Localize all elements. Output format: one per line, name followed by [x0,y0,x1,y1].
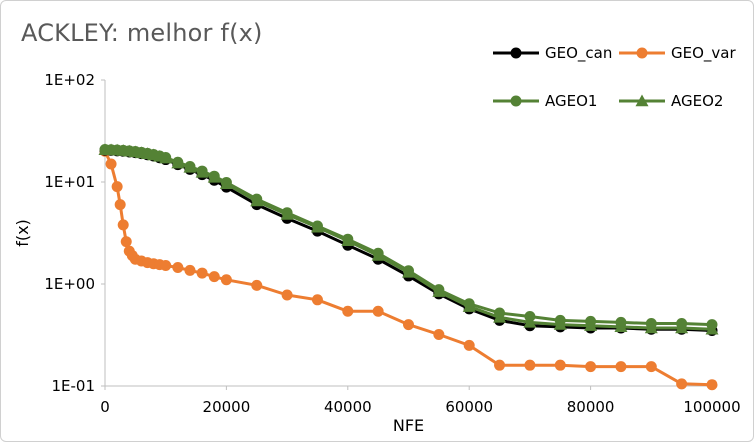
legend-label-ageo1: AGEO1 [545,92,597,110]
data-point-geo-var [342,305,354,317]
series-ageo1 [99,144,718,331]
series-geo-can [99,144,718,337]
legend-marker-geo-can [510,47,522,59]
data-point-geo-var [196,267,208,279]
data-point-geo-var [494,359,506,371]
legend-item-ageo2: AGEO2 [619,92,723,110]
data-point-geo-var [117,219,129,231]
data-point-ageo1 [220,176,232,188]
data-point-geo-var [554,359,566,371]
x-tick-label: 60000 [445,398,493,416]
data-point-ageo1 [676,317,688,329]
y-tick-label: 1E+02 [44,71,95,89]
series-line-ageo1 [104,148,713,327]
data-point-ageo1 [615,316,627,328]
data-point-geo-var [463,339,475,351]
data-point-geo-var [372,305,384,317]
data-point-ageo1 [196,165,208,177]
data-point-ageo1 [706,319,718,331]
data-point-ageo1 [433,284,445,296]
x-tick-label: 0 [100,398,110,416]
legend-marker-ageo1 [510,95,522,107]
data-point-geo-var [281,289,293,301]
data-point-geo-var [311,294,323,306]
data-point-geo-var [111,181,123,193]
legend-label-geo-can: GEO_can [545,44,612,63]
series-geo-var [99,145,718,391]
data-point-geo-var [120,236,132,248]
series-layer [98,143,719,391]
legend-item-geo-var: GEO_var [619,44,736,63]
data-point-ageo1 [645,317,657,329]
data-point-ageo1 [372,247,384,259]
data-point-geo-var [615,361,627,373]
y-tick-label: 1E+00 [44,275,95,293]
legend-marker-geo-var [636,47,648,59]
data-point-geo-var [403,319,414,331]
data-point-geo-var [433,328,445,340]
data-point-ageo1 [281,207,293,219]
y-tick-label: 1E-01 [51,377,95,395]
legend-label-ageo2: AGEO2 [671,92,723,110]
data-point-geo-var [676,378,688,390]
data-point-ageo1 [251,193,263,205]
legend-item-ageo1: AGEO1 [493,92,597,110]
data-point-geo-var [220,274,232,286]
data-point-geo-var [172,262,184,274]
x-tick-label: 40000 [324,398,372,416]
legend-item-geo-can: GEO_can [493,44,612,63]
series-line-ageo2 [104,148,713,331]
data-point-geo-var [706,379,718,391]
data-point-ageo1 [494,307,506,319]
data-point-ageo1 [184,160,196,172]
legend-label-geo-var: GEO_var [671,44,736,63]
y-tick-label: 1E+01 [44,173,95,191]
data-point-geo-var [105,158,117,170]
data-point-ageo1 [463,298,475,310]
axes: 1E+02 1E+01 1E+00 1E-01 0 20000 40000 60000 8000… [13,71,741,435]
data-point-ageo1 [160,151,172,163]
chart-title: ACKLEY: melhor f(x) [21,19,263,47]
data-point-ageo1 [172,156,184,168]
x-tick-label: 20000 [203,398,251,416]
x-axis-title: NFE [393,416,424,435]
data-point-geo-var [524,359,536,371]
data-point-ageo1 [342,233,354,245]
data-point-geo-var [114,199,126,211]
data-point-ageo1 [585,315,597,327]
x-tick-label: 80000 [567,398,615,416]
data-point-geo-var [585,361,597,373]
data-point-geo-var [251,279,263,291]
legend: GEO_can GEO_var AGEO1 AGEO2 [493,44,736,110]
legend-marker-ageo2 [635,94,649,107]
data-point-ageo1 [554,314,566,326]
data-point-ageo1 [403,265,414,277]
data-point-ageo1 [311,220,323,232]
x-tick-label: 100000 [683,398,740,416]
data-point-geo-var [184,264,196,276]
data-point-geo-var [160,259,172,271]
data-point-geo-var [208,271,220,283]
series-ageo2 [98,143,719,335]
y-axis-title: f(x) [13,219,32,247]
data-point-geo-var [645,361,657,373]
data-point-ageo1 [524,311,536,323]
data-point-ageo1 [208,170,220,182]
